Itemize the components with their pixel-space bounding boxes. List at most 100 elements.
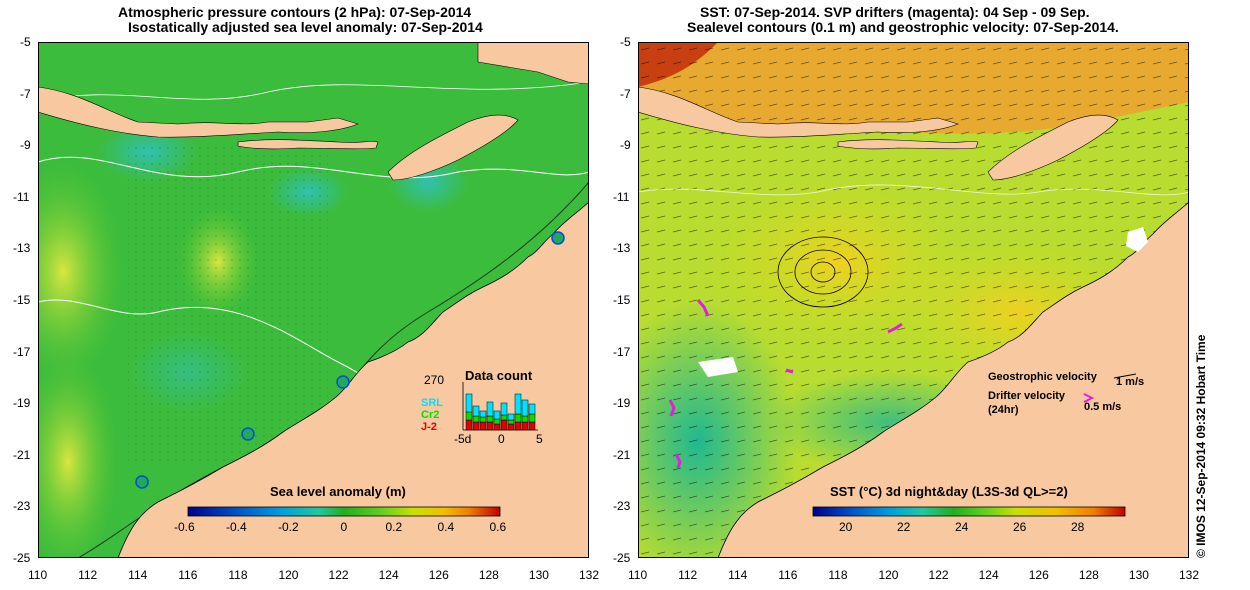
colorbar-tick-label: 0 (340, 520, 348, 534)
data-count-bar (500, 414, 508, 421)
svp-drifter-track (696, 299, 710, 317)
data-count-bar (514, 413, 522, 423)
latitude-tick-label: -19 (613, 396, 631, 411)
latitude-tick-label: -11 (13, 189, 30, 204)
geostrophic-velocity-label: Geostrophic velocity (988, 371, 1097, 383)
data-count-bar (472, 415, 480, 423)
cloud-mask (698, 357, 738, 377)
latitude-tick-label: -5 (620, 35, 631, 49)
data-count-bar (521, 415, 529, 423)
longitude-tick-label: 116 (178, 568, 198, 582)
north-islands (477, 42, 589, 85)
left-title-line2: Isostatically adjusted sea level anomaly… (128, 19, 483, 35)
sea-level-map (38, 42, 589, 558)
data-count-bar (493, 423, 501, 431)
geostrophic-scale-label: 1 m/s (1116, 376, 1145, 388)
data-count-bar (486, 401, 494, 417)
data-count-bar (493, 410, 501, 420)
sst-colorbar (812, 506, 1126, 517)
svp-drifter-track (887, 322, 903, 334)
lesser-sunda-islands (638, 86, 959, 138)
colorbar-tick-label: 0.2 (385, 520, 403, 534)
latitude-tick-label: -9 (620, 138, 631, 153)
right-title-line2: Sealevel contours (0.1 m) and geostrophi… (687, 19, 1119, 35)
australia-mainland (117, 201, 589, 558)
data-count-bar (500, 402, 508, 416)
data-count-max: 270 (424, 373, 445, 387)
data-count-bar (493, 418, 501, 425)
colorbar-tick-label: 0.4 (437, 520, 455, 534)
data-count-bar (465, 393, 473, 413)
data-count-bar (521, 399, 529, 417)
latitude-tick-label: -19 (13, 396, 31, 411)
inset-tick-0: 0 (498, 432, 505, 446)
sea-level-contour (638, 184, 1189, 196)
drifter-scale-arrow (1083, 393, 1095, 403)
colorbar-tick-label: -0.6 (174, 520, 195, 534)
drifter-scale-label: 0.5 m/s (1084, 401, 1122, 413)
latitude-tick-label: -7 (20, 86, 31, 101)
data-count-bar (507, 413, 515, 421)
right-map-frame (638, 42, 1189, 558)
drifter-period-label: (24hr) (988, 404, 1019, 416)
colorbar-tick-label: 24 (955, 520, 969, 534)
latitude-tick-label: -13 (13, 241, 31, 256)
sea-level-colorbar (187, 506, 501, 517)
colorbar-tick-label: -0.4 (226, 520, 247, 534)
eddy-contour (777, 236, 869, 308)
longitude-tick-label: 110 (28, 568, 48, 582)
colorbar-tick-label: -0.2 (278, 520, 299, 534)
data-count-bar (472, 421, 480, 431)
latitude-tick-label: -21 (613, 447, 631, 462)
sumba-island (837, 139, 979, 150)
right-title-line1: SST: 07-Sep-2014. SVP drifters (magenta)… (700, 4, 1090, 20)
data-count-bar (472, 405, 480, 417)
longitude-tick-label: 114 (128, 568, 148, 582)
longitude-tick-label: 114 (728, 568, 748, 582)
positive-anomaly-west (38, 162, 123, 382)
longitude-tick-label: 126 (1028, 568, 1049, 582)
data-count-bar (479, 410, 487, 418)
latitude-tick-label: -11 (613, 189, 630, 204)
longitude-tick-label: 120 (278, 568, 299, 582)
longitude-tick-label: 110 (628, 568, 648, 582)
data-count-bar (465, 419, 473, 431)
longitude-tick-label: 122 (328, 568, 349, 582)
data-count-bar (514, 393, 522, 415)
timor-island (987, 114, 1119, 181)
eddy-contour (810, 261, 836, 283)
latitude-tick-label: -5 (20, 35, 31, 49)
longitude-tick-label: 116 (778, 568, 798, 582)
data-count-bar (465, 411, 473, 421)
tide-gauge-marker (135, 475, 149, 489)
legend-cr2: Cr2 (421, 409, 440, 421)
svp-drifter-track (674, 453, 682, 469)
latitude-tick-label: -23 (613, 499, 631, 514)
longitude-tick-label: 132 (579, 568, 600, 582)
legend-srl: SRL (421, 397, 443, 409)
sea-level-colorbar-label: Sea level anomaly (m) (270, 484, 406, 499)
left-map-frame (38, 42, 589, 558)
colorbar-tick-label: 26 (1013, 520, 1027, 534)
inset-tick-5: 5 (536, 432, 543, 446)
latitude-tick-label: -15 (613, 293, 631, 307)
tide-gauge-marker (336, 375, 350, 389)
longitude-tick-label: 112 (78, 568, 98, 582)
lesser-sunda-islands (38, 86, 359, 138)
pressure-contour (38, 81, 589, 103)
latitude-tick-label: -17 (13, 344, 31, 359)
latitude-tick-label: -9 (20, 138, 31, 153)
longitude-tick-label: 118 (828, 568, 848, 582)
data-count-bar (479, 421, 487, 431)
longitude-tick-label: 118 (228, 568, 248, 582)
cloud-mask (1126, 227, 1148, 252)
latitude-tick-label: -23 (13, 499, 31, 514)
longitude-tick-label: 130 (528, 568, 549, 582)
latitude-tick-label: -21 (13, 447, 31, 462)
inset-tick-minus5d: -5d (454, 432, 472, 446)
data-count-bar (500, 419, 508, 431)
longitude-tick-label: 124 (978, 568, 999, 582)
data-count-title: Data count (465, 368, 533, 383)
data-count-bar (507, 419, 515, 425)
drifter-velocity-label: Drifter velocity (988, 390, 1066, 402)
